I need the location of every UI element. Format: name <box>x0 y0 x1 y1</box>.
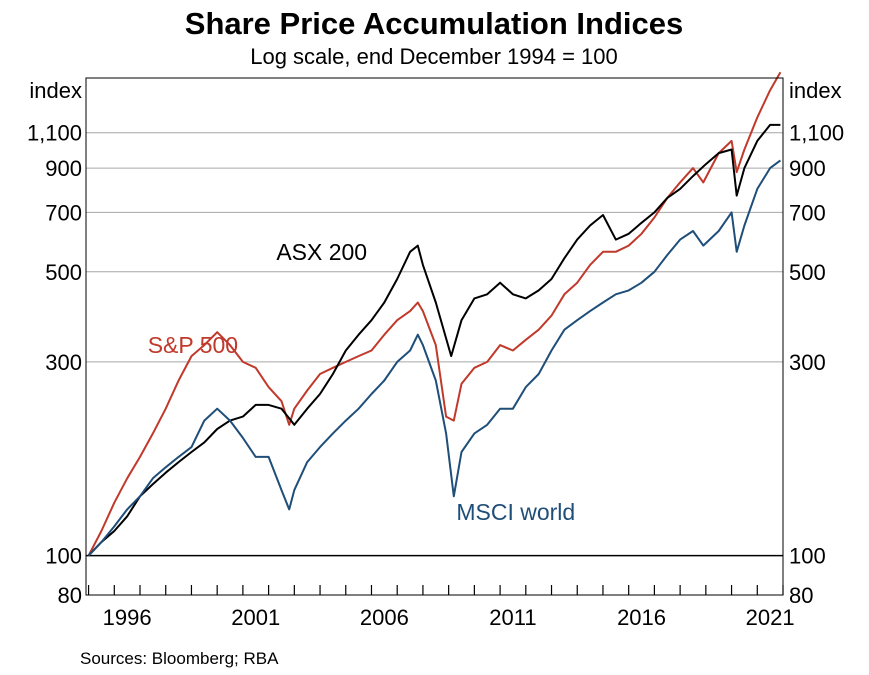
left-y-tick-labels: 80 100 300 500 700 900 1,100 <box>27 121 82 608</box>
left-axis-unit-label: index <box>29 78 82 103</box>
series-lines <box>87 71 782 557</box>
x-tick-label-2001: 2001 <box>231 605 280 630</box>
y-tick-label-left-700: 700 <box>45 200 82 225</box>
y-tick-label-left-900: 900 <box>45 156 82 181</box>
series-label-asx-200: ASX 200 <box>276 239 367 265</box>
y-tick-label-right-80: 80 <box>789 583 813 608</box>
plot-frame <box>85 77 784 596</box>
series-line-asx-200 <box>87 123 781 557</box>
y-tick-label-right-900: 900 <box>789 156 826 181</box>
y-tick-label-right-700: 700 <box>789 200 826 225</box>
chart-title: Share Price Accumulation Indices <box>185 6 683 41</box>
right-axis-unit-label: index <box>789 78 842 103</box>
gridlines <box>86 132 783 363</box>
x-tick-label-2011: 2011 <box>489 605 536 630</box>
series-label-msci-world: MSCI world <box>456 499 575 525</box>
y-tick-label-right-100: 100 <box>789 544 826 569</box>
right-y-tick-labels: 80 100 300 500 700 900 1,100 <box>789 121 844 608</box>
x-tick-label-2006: 2006 <box>360 605 409 630</box>
y-tick-label-left-500: 500 <box>45 260 82 285</box>
x-tick-label-2021: 2021 <box>746 605 795 630</box>
x-tick-labels: 1996 2001 2006 2011 2016 2021 <box>103 605 795 630</box>
series-annotations: S&P 500 ASX 200 MSCI world <box>148 239 575 525</box>
y-tick-label-right-1100: 1,100 <box>789 121 844 146</box>
x-tick-label-2016: 2016 <box>617 605 666 630</box>
y-tick-label-right-300: 300 <box>789 350 826 375</box>
x-tick-marks <box>87 585 784 595</box>
y-tick-label-left-300: 300 <box>45 350 82 375</box>
y-tick-label-right-500: 500 <box>789 260 826 285</box>
source-note: Sources: Bloomberg; RBA <box>80 649 279 668</box>
y-tick-label-left-100: 100 <box>45 544 82 569</box>
y-tick-label-left-1100: 1,100 <box>27 121 82 146</box>
chart-subtitle: Log scale, end December 1994 = 100 <box>250 44 618 69</box>
series-label-s-p-500: S&P 500 <box>148 332 238 358</box>
x-tick-label-1996: 1996 <box>103 605 152 630</box>
series-line-s-p-500 <box>87 71 782 557</box>
series-line-msci-world <box>87 159 781 557</box>
y-tick-label-left-80: 80 <box>58 583 82 608</box>
